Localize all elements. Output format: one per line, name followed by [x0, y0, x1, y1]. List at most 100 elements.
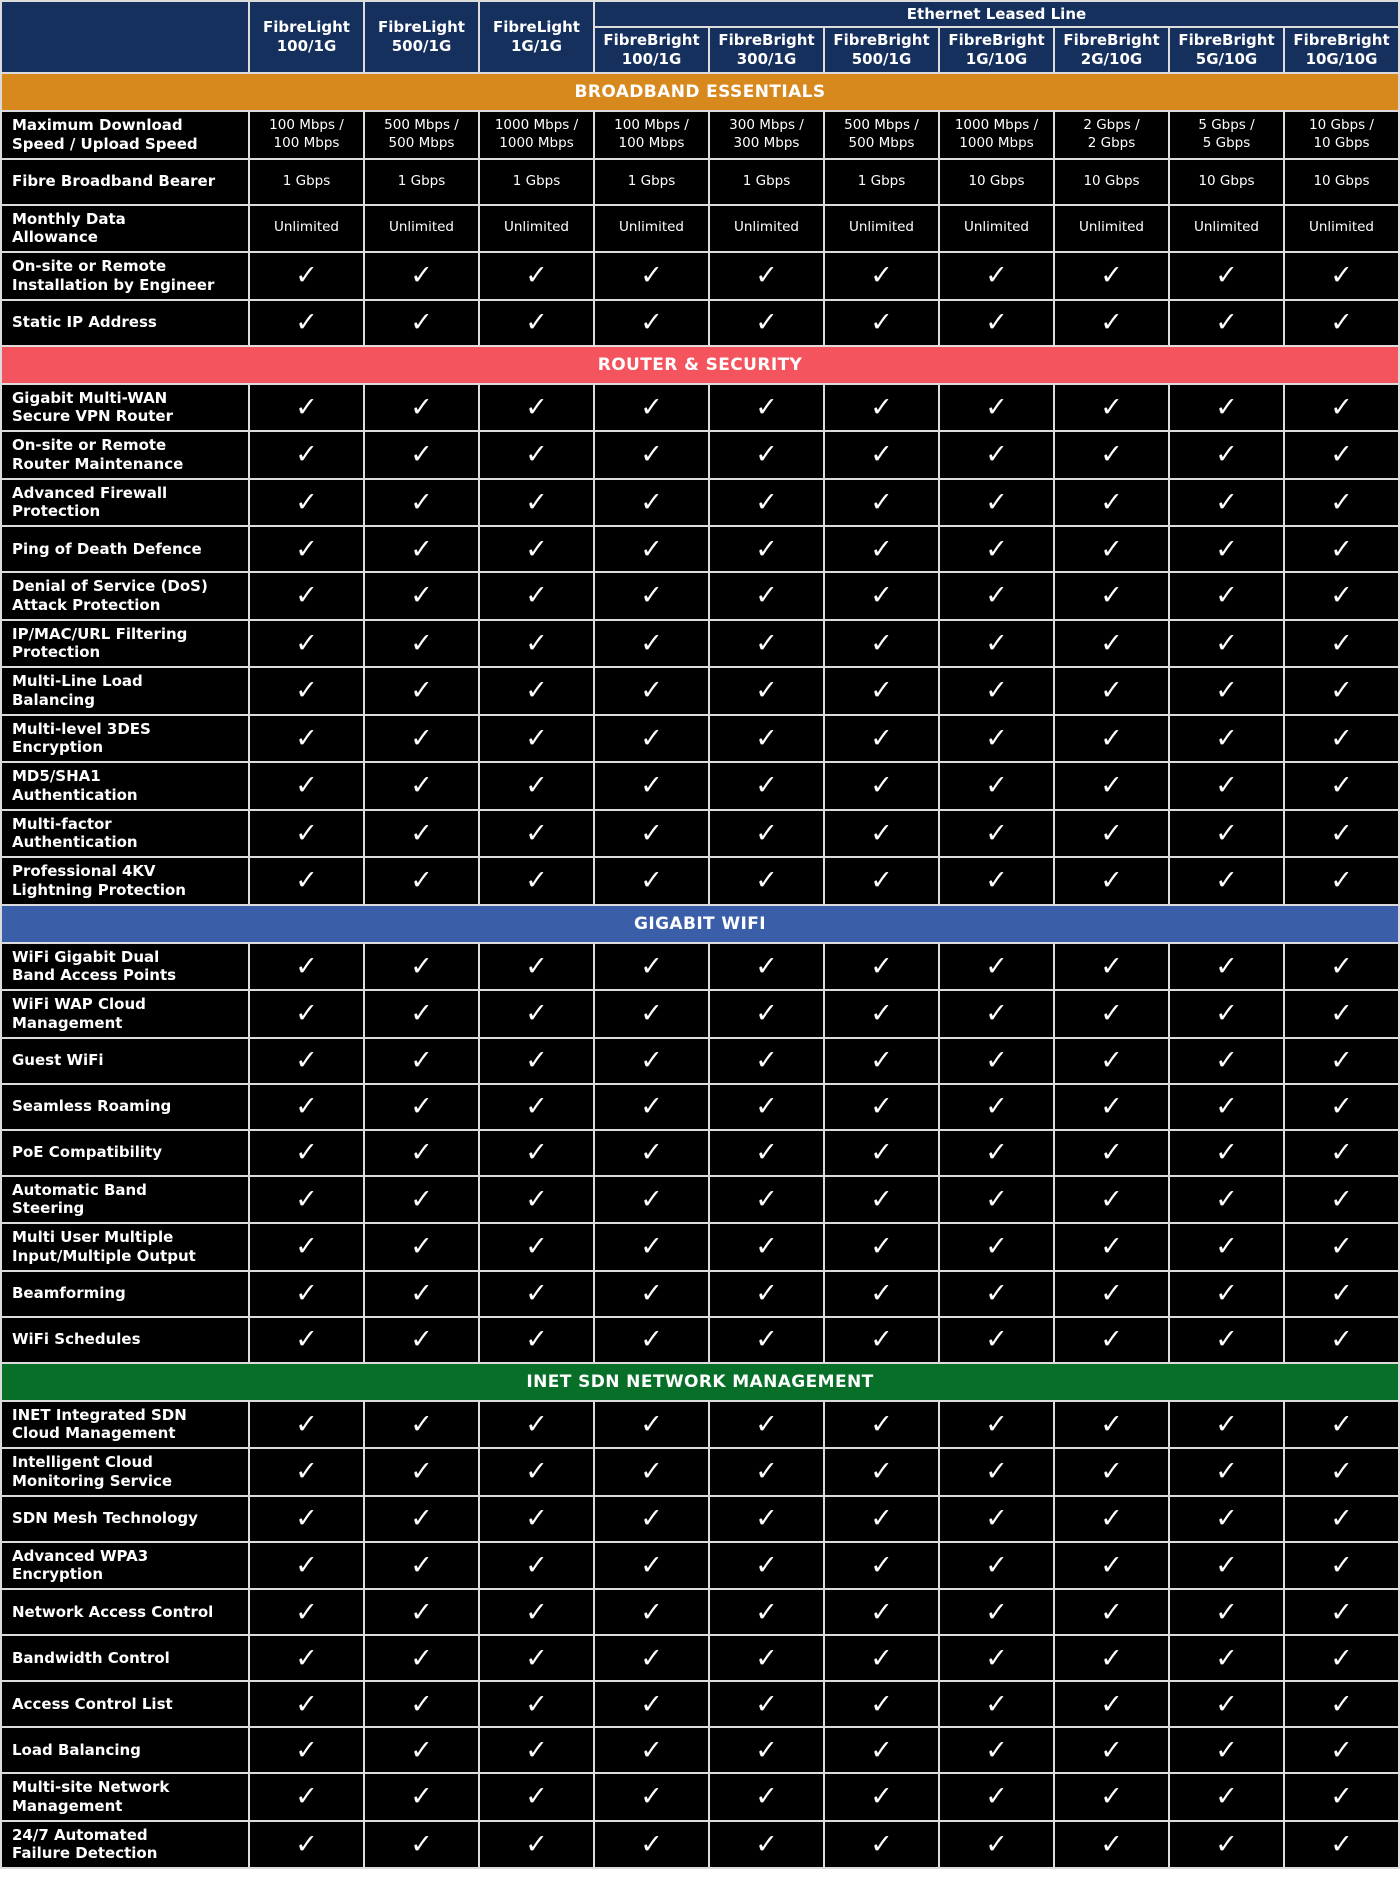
check-cell: ✓ — [938, 1399, 1055, 1449]
check-icon: ✓ — [295, 865, 318, 897]
check-cell: ✓ — [708, 298, 825, 347]
feature-row: Bandwidth Control ✓ ✓ ✓ ✓ ✓ ✓ ✓ ✓ ✓ ✓ — [0, 1634, 1400, 1682]
check-icon: ✓ — [640, 1549, 663, 1581]
check-cell: ✓ — [938, 1772, 1055, 1822]
check-cell: ✓ — [478, 1772, 595, 1822]
check-cell: ✓ — [593, 1128, 710, 1177]
check-cell: ✓ — [938, 713, 1055, 763]
check-icon: ✓ — [755, 1828, 778, 1860]
check-icon: ✓ — [755, 1091, 778, 1122]
check-icon: ✓ — [295, 1231, 318, 1263]
value-cell: Unlimited — [1053, 203, 1170, 253]
check-icon: ✓ — [525, 1324, 548, 1355]
value-cell: 10 Gbps — [1283, 157, 1400, 206]
check-icon: ✓ — [295, 950, 318, 982]
check-cell: ✓ — [248, 1819, 365, 1869]
check-icon: ✓ — [985, 998, 1008, 1030]
feature-label: Denial of Service (DoS) Attack Protectio… — [0, 571, 250, 621]
check-icon: ✓ — [870, 998, 893, 1030]
feature-row: Network Access Control ✓ ✓ ✓ ✓ ✓ ✓ ✓ ✓ ✓ ✓ — [0, 1588, 1400, 1636]
check-icon: ✓ — [295, 1408, 318, 1440]
check-cell: ✓ — [1053, 1174, 1170, 1224]
check-icon: ✓ — [1100, 1642, 1123, 1674]
check-cell: ✓ — [593, 1680, 710, 1728]
check-cell: ✓ — [1168, 571, 1285, 621]
check-cell: ✓ — [593, 251, 710, 301]
check-cell: ✓ — [1283, 298, 1400, 347]
check-cell: ✓ — [1283, 1819, 1400, 1869]
check-cell: ✓ — [593, 382, 710, 432]
check-icon: ✓ — [985, 1137, 1008, 1168]
check-cell: ✓ — [938, 1819, 1055, 1869]
check-cell: ✓ — [938, 1540, 1055, 1590]
check-cell: ✓ — [363, 761, 480, 811]
section-header-broadband-essentials: BROADBAND ESSENTIALS — [0, 72, 1400, 112]
check-icon: ✓ — [640, 580, 663, 612]
feature-label: Automatic Band Steering — [0, 1174, 250, 1224]
check-cell: ✓ — [478, 1222, 595, 1272]
check-cell: ✓ — [708, 1315, 825, 1364]
check-icon: ✓ — [985, 580, 1008, 612]
check-icon: ✓ — [295, 770, 318, 802]
check-cell: ✓ — [248, 666, 365, 716]
check-icon: ✓ — [870, 533, 893, 565]
feature-row: Multi-level 3DES Encryption ✓ ✓ ✓ ✓ ✓ ✓ ✓ ✓ ✓ ✓ — [0, 713, 1400, 763]
check-cell: ✓ — [1053, 1036, 1170, 1085]
check-icon: ✓ — [525, 1231, 548, 1263]
check-icon: ✓ — [985, 1549, 1008, 1581]
check-cell: ✓ — [478, 430, 595, 480]
check-icon: ✓ — [525, 627, 548, 659]
check-icon: ✓ — [525, 722, 548, 754]
check-cell: ✓ — [938, 941, 1055, 991]
check-cell: ✓ — [478, 1128, 595, 1177]
check-cell: ✓ — [823, 1082, 940, 1131]
check-icon: ✓ — [410, 770, 433, 802]
feature-label: Seamless Roaming — [0, 1082, 250, 1131]
check-cell: ✓ — [593, 1819, 710, 1869]
check-cell: ✓ — [708, 1540, 825, 1590]
check-icon: ✓ — [870, 1408, 893, 1440]
check-cell: ✓ — [363, 1082, 480, 1131]
check-icon: ✓ — [525, 950, 548, 982]
value-cell: 500 Mbps / 500 Mbps — [823, 110, 940, 160]
check-cell: ✓ — [708, 666, 825, 716]
check-icon: ✓ — [410, 1688, 433, 1720]
check-icon: ✓ — [640, 1688, 663, 1720]
check-icon: ✓ — [985, 1642, 1008, 1674]
check-cell: ✓ — [1283, 941, 1400, 991]
check-cell: ✓ — [708, 1772, 825, 1822]
check-icon: ✓ — [410, 1137, 433, 1168]
check-cell: ✓ — [938, 251, 1055, 301]
check-icon: ✓ — [1215, 1456, 1238, 1488]
check-cell: ✓ — [593, 856, 710, 906]
check-icon: ✓ — [755, 817, 778, 849]
check-icon: ✓ — [870, 391, 893, 423]
column-header-fibrebright-5g-10g: FibreBright 5G/10G — [1168, 26, 1285, 74]
feature-row: Load Balancing ✓ ✓ ✓ ✓ ✓ ✓ ✓ ✓ ✓ ✓ — [0, 1726, 1400, 1774]
check-cell: ✓ — [1168, 856, 1285, 906]
check-icon: ✓ — [1215, 998, 1238, 1030]
check-cell: ✓ — [478, 382, 595, 432]
check-cell: ✓ — [938, 1680, 1055, 1728]
check-icon: ✓ — [295, 1642, 318, 1674]
feature-row: INET Integrated SDN Cloud Management ✓ ✓ ✓ ✓… — [0, 1399, 1400, 1449]
check-icon: ✓ — [525, 533, 548, 565]
check-cell: ✓ — [938, 1036, 1055, 1085]
check-icon: ✓ — [410, 1828, 433, 1860]
check-cell: ✓ — [823, 1269, 940, 1318]
check-cell: ✓ — [708, 713, 825, 763]
check-icon: ✓ — [985, 1091, 1008, 1122]
check-icon: ✓ — [985, 1278, 1008, 1309]
check-icon: ✓ — [1100, 307, 1123, 338]
check-icon: ✓ — [1100, 1503, 1123, 1534]
check-icon: ✓ — [295, 1137, 318, 1168]
check-icon: ✓ — [640, 391, 663, 423]
check-icon: ✓ — [295, 1324, 318, 1355]
check-cell: ✓ — [363, 1680, 480, 1728]
check-cell: ✓ — [1053, 251, 1170, 301]
check-cell: ✓ — [1283, 1772, 1400, 1822]
check-cell: ✓ — [1168, 525, 1285, 573]
check-icon: ✓ — [1215, 533, 1238, 565]
check-cell: ✓ — [1168, 1036, 1285, 1085]
check-icon: ✓ — [870, 1045, 893, 1076]
